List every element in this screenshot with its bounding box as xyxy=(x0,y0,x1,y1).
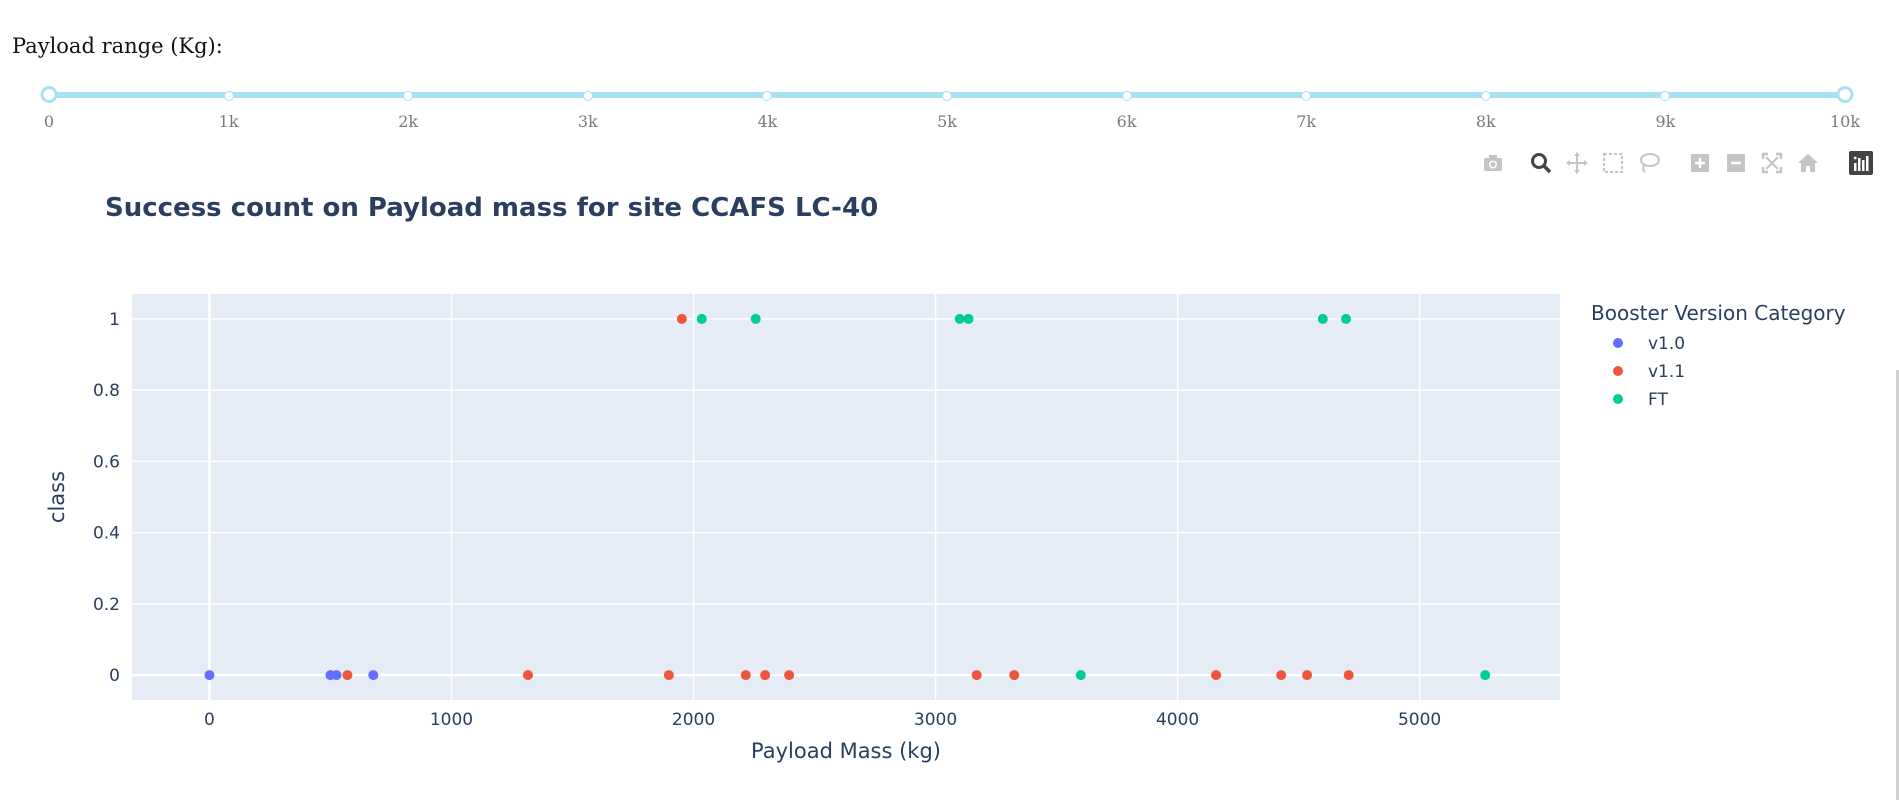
data-point-v1.1[interactable] xyxy=(1302,670,1313,681)
y-tick-label: 1 xyxy=(109,310,120,330)
legend: Booster Version Category v1.0 v1.1 FT xyxy=(1591,301,1846,410)
y-tick-label: 0.2 xyxy=(93,595,120,615)
slider-tick-dot xyxy=(223,91,234,101)
legend-marker-FT[interactable] xyxy=(1613,394,1623,404)
pan-icon[interactable] xyxy=(1564,150,1590,176)
data-point-v1.1[interactable] xyxy=(784,670,795,681)
data-point-FT[interactable] xyxy=(696,313,707,324)
x-tick-label: 2000 xyxy=(672,710,715,730)
data-point-FT[interactable] xyxy=(954,313,965,324)
lasso-select-icon[interactable] xyxy=(1636,150,1662,176)
slider-mark-label[interactable]: 10k xyxy=(1829,112,1861,131)
data-point-v1.1[interactable] xyxy=(676,313,687,324)
slider-mark-label[interactable]: 6k xyxy=(1116,112,1137,131)
data-points xyxy=(204,313,1491,681)
data-point-FT[interactable] xyxy=(963,313,974,324)
x-tick-label: 1000 xyxy=(430,710,473,730)
y-axis-title: class xyxy=(45,471,69,523)
data-point-v1.1[interactable] xyxy=(342,670,353,681)
data-point-FT[interactable] xyxy=(1341,313,1352,324)
zoom-out-icon[interactable] xyxy=(1723,150,1749,176)
slider-mark-label[interactable]: 3k xyxy=(577,112,598,131)
data-point-v1.1[interactable] xyxy=(1276,670,1287,681)
reset-axes-icon[interactable] xyxy=(1795,150,1821,176)
slider-mark-label[interactable]: 9k xyxy=(1655,112,1676,131)
data-point-v1.1[interactable] xyxy=(971,670,982,681)
slider-mark-label[interactable]: 1k xyxy=(218,112,239,131)
slider-tick-dot xyxy=(1301,91,1312,101)
data-point-v1.0[interactable] xyxy=(331,670,342,681)
data-point-v1.1[interactable] xyxy=(1009,670,1020,681)
slider-tick-dot xyxy=(1121,91,1132,101)
page-scrollbar[interactable] xyxy=(1896,370,1899,800)
y-tick-label: 0.8 xyxy=(93,381,120,401)
y-tick-label: 0.6 xyxy=(93,452,120,472)
data-point-v1.1[interactable] xyxy=(1343,670,1354,681)
slider-tick-dot xyxy=(762,91,773,101)
slider-tick-dot xyxy=(403,91,414,101)
chart-title: Success count on Payload mass for site C… xyxy=(105,193,879,223)
plot-area[interactable] xyxy=(132,294,1560,700)
payload-range-label: Payload range (Kg): xyxy=(12,34,223,58)
x-tick-label: 4000 xyxy=(1156,710,1199,730)
x-tick-label: 5000 xyxy=(1398,710,1441,730)
legend-marker-v1.1[interactable] xyxy=(1613,366,1623,376)
data-point-v1.0[interactable] xyxy=(204,670,215,681)
slider-tick-dot xyxy=(1480,91,1491,101)
data-point-FT[interactable] xyxy=(1480,670,1491,681)
zoom-in-icon[interactable] xyxy=(1687,150,1713,176)
legend-label-v1.1[interactable]: v1.1 xyxy=(1648,362,1685,382)
tick-labels: 0 1000 2000 3000 4000 5000 0 0.2 0.4 0.6 0.8 1 xyxy=(93,310,1441,730)
slider-handle-min[interactable] xyxy=(40,86,58,103)
slider-tick-dot xyxy=(942,91,952,101)
data-point-v1.1[interactable] xyxy=(1211,670,1222,681)
data-point-FT[interactable] xyxy=(1317,313,1328,324)
slider-mark-label[interactable]: 5k xyxy=(937,112,957,131)
x-tick-label: 0 xyxy=(204,710,215,730)
slider-mark-label[interactable]: 0 xyxy=(43,112,55,131)
plotly-logo-icon[interactable] xyxy=(1848,150,1874,176)
camera-icon[interactable] xyxy=(1480,150,1506,176)
x-axis-title: Payload Mass (kg) xyxy=(751,739,941,763)
payload-range-slider[interactable]: 0 1k 2k 3k 4k 5k 6k 7k 8k 9k 10k xyxy=(0,0,1899,140)
autoscale-icon[interactable] xyxy=(1759,150,1785,176)
x-tick-label: 3000 xyxy=(914,710,957,730)
slider-mark-label[interactable]: 4k xyxy=(757,112,778,131)
slider-tick-dot xyxy=(1660,91,1671,101)
legend-marker-v1.0[interactable] xyxy=(1613,338,1623,348)
y-tick-label: 0 xyxy=(109,666,120,686)
box-select-icon[interactable] xyxy=(1600,150,1626,176)
legend-label-FT[interactable]: FT xyxy=(1648,390,1668,410)
data-point-v1.1[interactable] xyxy=(663,670,674,681)
legend-label-v1.0[interactable]: v1.0 xyxy=(1648,334,1685,354)
zoom-icon[interactable] xyxy=(1528,150,1554,176)
data-point-v1.1[interactable] xyxy=(522,670,533,681)
y-tick-label: 0.4 xyxy=(93,524,120,544)
slider-handle-max[interactable] xyxy=(1836,86,1854,103)
data-point-v1.0[interactable] xyxy=(368,670,379,681)
data-point-FT[interactable] xyxy=(750,313,761,324)
data-point-v1.1[interactable] xyxy=(740,670,751,681)
slider-mark-label[interactable]: 7k xyxy=(1296,112,1317,131)
slider-tick-dot xyxy=(582,91,593,101)
legend-title: Booster Version Category xyxy=(1591,301,1846,325)
slider-mark-label[interactable]: 8k xyxy=(1475,112,1496,131)
slider-mark-label[interactable]: 2k xyxy=(398,112,419,131)
data-point-v1.1[interactable] xyxy=(760,670,771,681)
data-point-FT[interactable] xyxy=(1075,670,1086,681)
